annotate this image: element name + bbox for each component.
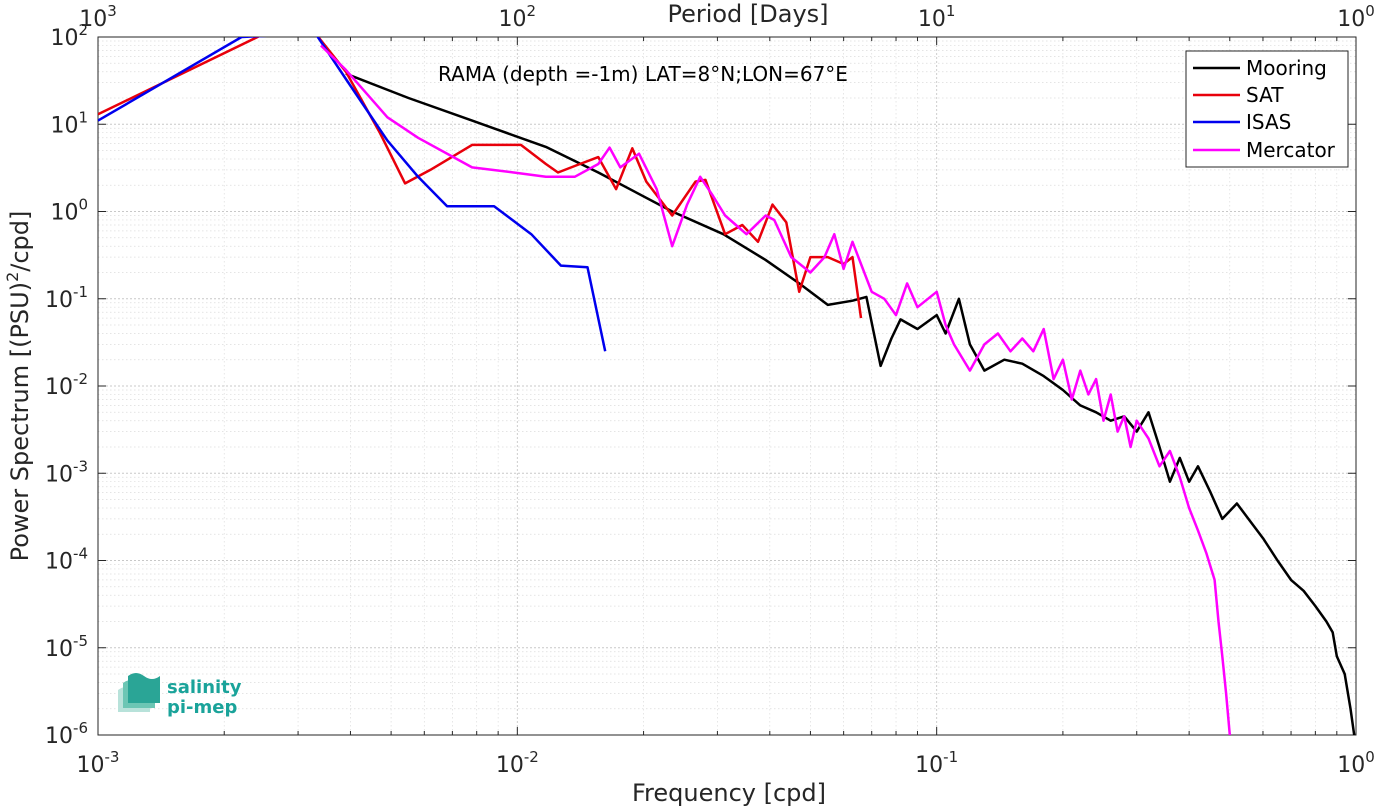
legend-label-mercator: Mercator <box>1246 138 1336 162</box>
salinity-pi-mep-logo: salinity pi-mep <box>118 673 242 718</box>
logo-text-salinity: salinity <box>167 677 242 698</box>
series-line-sat <box>98 37 863 319</box>
legend-label-mooring: Mooring <box>1246 56 1327 80</box>
legend: Mooring SAT ISAS Mercator <box>1185 50 1349 168</box>
y-tick-label: 10-6 <box>45 719 88 749</box>
x-tick-label: 10-2 <box>496 748 539 778</box>
y-tick-label: 10-2 <box>45 370 88 400</box>
top-tick-label: 103 <box>79 2 117 32</box>
x-tick-label: 100 <box>1337 748 1375 778</box>
series-group <box>98 37 1356 735</box>
legend-box <box>1185 50 1349 168</box>
series-line-isas <box>98 37 607 352</box>
chart-annotation: RAMA (depth =-1m) LAT=8°N;LON=67°E <box>438 62 848 86</box>
waves-icon <box>118 673 160 712</box>
top-axis-title: Period [Days] <box>667 0 828 28</box>
y-tick-label: 10-4 <box>45 545 88 575</box>
legend-label-sat: SAT <box>1246 83 1284 107</box>
logo-text-pi-mep: pi-mep <box>167 697 237 718</box>
top-tick-label: 102 <box>499 2 537 32</box>
y-tick-label: 10-1 <box>45 283 88 313</box>
y-tick-label: 10-3 <box>45 457 88 487</box>
y-tick-label: 10-5 <box>45 632 88 662</box>
y-tick-label: 101 <box>50 108 88 138</box>
top-tick-label: 100 <box>1337 2 1375 32</box>
y-tick-label: 100 <box>50 196 88 226</box>
y-axis-title-main: Power Spectrum [(PSU) <box>6 282 34 561</box>
y-axis-title-tail: /cpd] <box>6 211 34 272</box>
top-tick-label: 101 <box>918 2 956 32</box>
x-tick-label: 10-3 <box>77 748 120 778</box>
legend-label-isas: ISAS <box>1246 110 1291 134</box>
y-tick-label: 102 <box>50 21 88 51</box>
series-line-mercator <box>320 44 1232 735</box>
x-axis-title: Frequency [cpd] <box>632 779 826 807</box>
y-axis-title-sup: 2 <box>3 272 22 282</box>
y-axis-title: Power Spectrum [(PSU)2/cpd] <box>3 211 34 562</box>
x-tick-label: 10-1 <box>915 748 958 778</box>
series-line-mooring <box>345 72 1356 735</box>
